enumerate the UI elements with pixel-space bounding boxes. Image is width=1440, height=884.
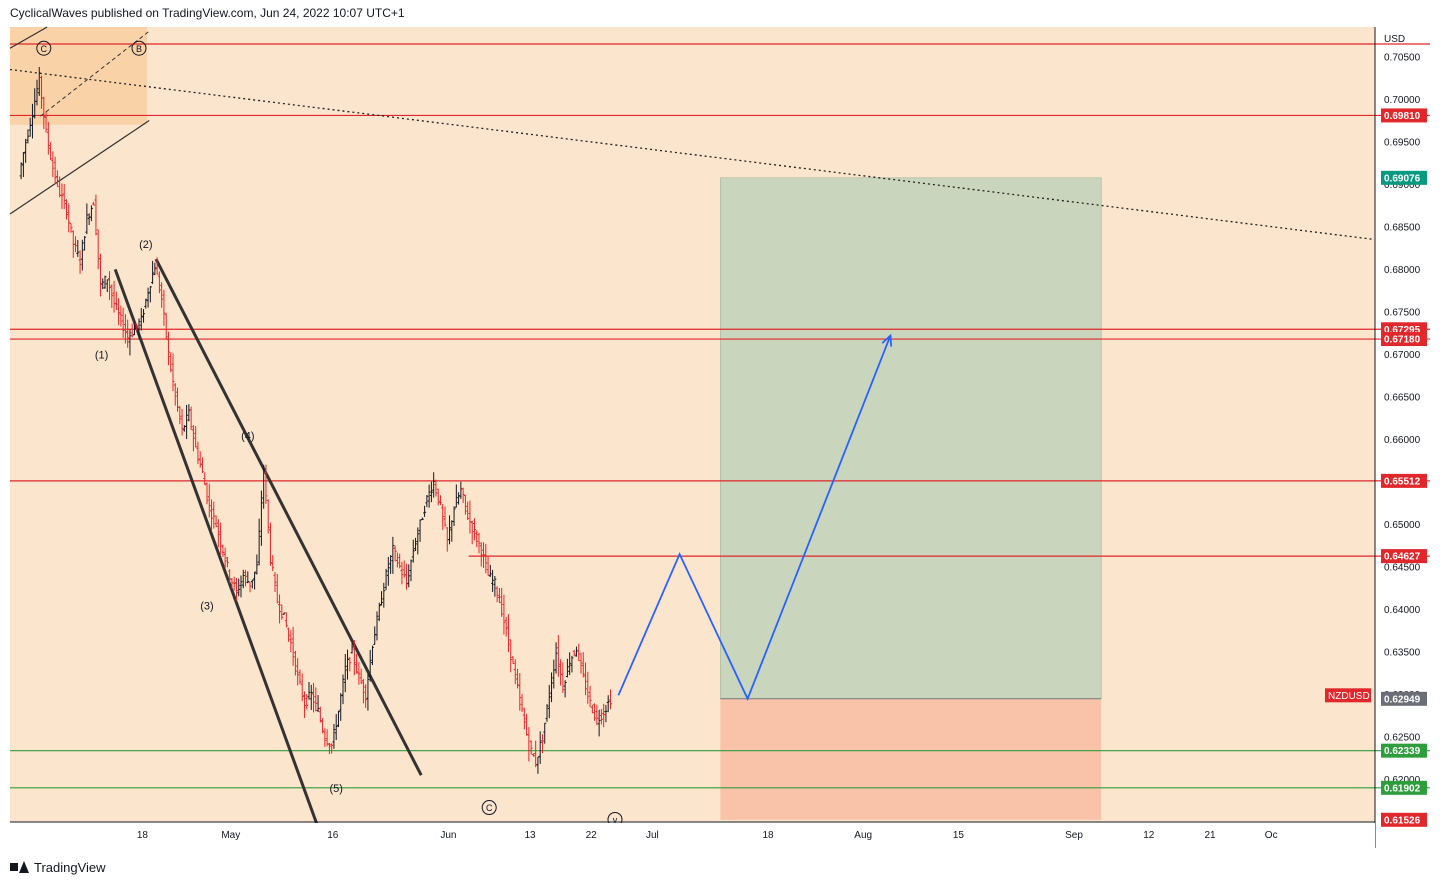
horizontal-levels bbox=[10, 43, 1430, 789]
currency-label: USD bbox=[1384, 34, 1405, 45]
price-tick: 0.67000 bbox=[1384, 350, 1421, 361]
level-badge: 0.67180 bbox=[1384, 335, 1421, 346]
level-badge: 0.67295 bbox=[1384, 325, 1421, 336]
price-tick: 0.63500 bbox=[1384, 647, 1421, 658]
level-badge-bg bbox=[1381, 473, 1427, 488]
axis-badge-bg bbox=[1381, 691, 1427, 706]
time-tick: 18 bbox=[137, 830, 149, 841]
price-tick: 0.67500 bbox=[1384, 307, 1421, 318]
axis-badge: 0.61526 bbox=[1384, 815, 1421, 826]
wave-circle-label: C bbox=[486, 803, 493, 813]
position-zones bbox=[10, 27, 1102, 820]
wave-label: (5) bbox=[329, 783, 342, 795]
wedge-upper bbox=[9, 26, 48, 49]
wave-labels: (1) (2) (3) (4) (5) C B Cv bbox=[36, 40, 623, 827]
wave-label: (1) bbox=[95, 350, 108, 362]
time-tick: May bbox=[221, 830, 240, 841]
footer-brand: TradingView bbox=[10, 856, 106, 878]
price-tick: 0.70500 bbox=[1384, 52, 1421, 63]
symbol-badge-bg bbox=[1325, 688, 1371, 703]
level-badge: 0.69810 bbox=[1384, 111, 1421, 122]
projection-line bbox=[617, 335, 892, 702]
stop-zone bbox=[720, 698, 1102, 820]
time-tick: 16 bbox=[327, 830, 339, 841]
wave-label: (4) bbox=[241, 430, 254, 442]
time-tick: Oc bbox=[1265, 830, 1278, 841]
time-axis-bg bbox=[10, 823, 1375, 849]
time-tick: Aug bbox=[854, 830, 872, 841]
price-tick: 0.69500 bbox=[1384, 137, 1421, 148]
level-badge: 0.64627 bbox=[1384, 552, 1421, 563]
price-tick: 0.65000 bbox=[1384, 520, 1421, 531]
level-badge-bg bbox=[1381, 108, 1427, 123]
wave-circle bbox=[481, 800, 497, 816]
level-badge-bg bbox=[1381, 780, 1427, 795]
axis-badge: 0.69076 bbox=[1384, 173, 1421, 184]
wave-circle bbox=[36, 40, 52, 56]
level-badge: 0.61902 bbox=[1384, 783, 1421, 794]
axis-badge-bg bbox=[1381, 170, 1427, 185]
wedge-highlight bbox=[10, 27, 147, 125]
level-badge: 0.65512 bbox=[1384, 476, 1421, 487]
channel-lower bbox=[113, 268, 321, 832]
wave-circle-label: B bbox=[136, 44, 142, 54]
price-tick: 0.66000 bbox=[1384, 435, 1421, 446]
price-tick: 0.68000 bbox=[1384, 265, 1421, 276]
time-tick: Jun bbox=[440, 830, 456, 841]
projection-path bbox=[617, 333, 893, 702]
wedge-lower bbox=[9, 120, 150, 215]
dotted-trendline bbox=[9, 68, 1376, 241]
price-tick: 0.64000 bbox=[1384, 605, 1421, 616]
footer-brand-label: TradingView bbox=[34, 859, 106, 875]
level-badge-bg bbox=[1381, 549, 1427, 564]
level-badge: 0.62339 bbox=[1384, 746, 1421, 757]
price-tick: 0.70000 bbox=[1384, 95, 1421, 106]
price-tick: 0.69000 bbox=[1384, 180, 1421, 191]
target-zone bbox=[720, 177, 1102, 700]
plot-background bbox=[10, 27, 1375, 822]
wave-label: (3) bbox=[200, 600, 213, 612]
time-axis: 18 May 16 Jun 13 22 Jul 18 Aug 15 Sep 12 21 Oc bbox=[10, 821, 1375, 849]
tradingview-logo-icon bbox=[10, 861, 29, 873]
time-tick: 13 bbox=[524, 830, 536, 841]
wave-label: (2) bbox=[139, 239, 152, 251]
price-tick: 0.64500 bbox=[1384, 562, 1421, 573]
time-tick: 15 bbox=[953, 830, 965, 841]
level-badge-bg bbox=[1381, 743, 1427, 758]
projection-arrowhead bbox=[881, 333, 893, 347]
time-tick: 22 bbox=[586, 830, 598, 841]
trendlines bbox=[9, 26, 1376, 832]
price-tick: 0.62000 bbox=[1384, 775, 1421, 786]
time-tick: 21 bbox=[1204, 830, 1216, 841]
axis-badge: 0.62949 bbox=[1384, 694, 1421, 705]
level-badge-bg bbox=[1381, 332, 1427, 347]
publisher-caption: CyclicalWaves published on TradingView.c… bbox=[10, 6, 405, 20]
price-tick: 0.68500 bbox=[1384, 222, 1421, 233]
candles bbox=[19, 66, 612, 774]
time-tick: 18 bbox=[762, 830, 774, 841]
price-tick: 0.66500 bbox=[1384, 392, 1421, 403]
price-axis: USD 0.70500 0.70000 0.69500 0.69000 0.68500 0.… bbox=[1325, 27, 1427, 848]
axis-badge-bg bbox=[1381, 812, 1427, 827]
time-tick: 12 bbox=[1143, 830, 1155, 841]
price-tick: 0.62500 bbox=[1384, 732, 1421, 743]
wave-circle-label: C bbox=[41, 44, 48, 54]
wedge-dashed bbox=[40, 30, 150, 117]
channel-upper bbox=[154, 258, 423, 776]
wave-circle-label: v bbox=[613, 815, 618, 825]
time-tick: Sep bbox=[1065, 830, 1083, 841]
time-tick: Jul bbox=[646, 830, 659, 841]
wave-circle bbox=[131, 40, 147, 56]
symbol-badge: NZDUSD bbox=[1328, 691, 1370, 702]
